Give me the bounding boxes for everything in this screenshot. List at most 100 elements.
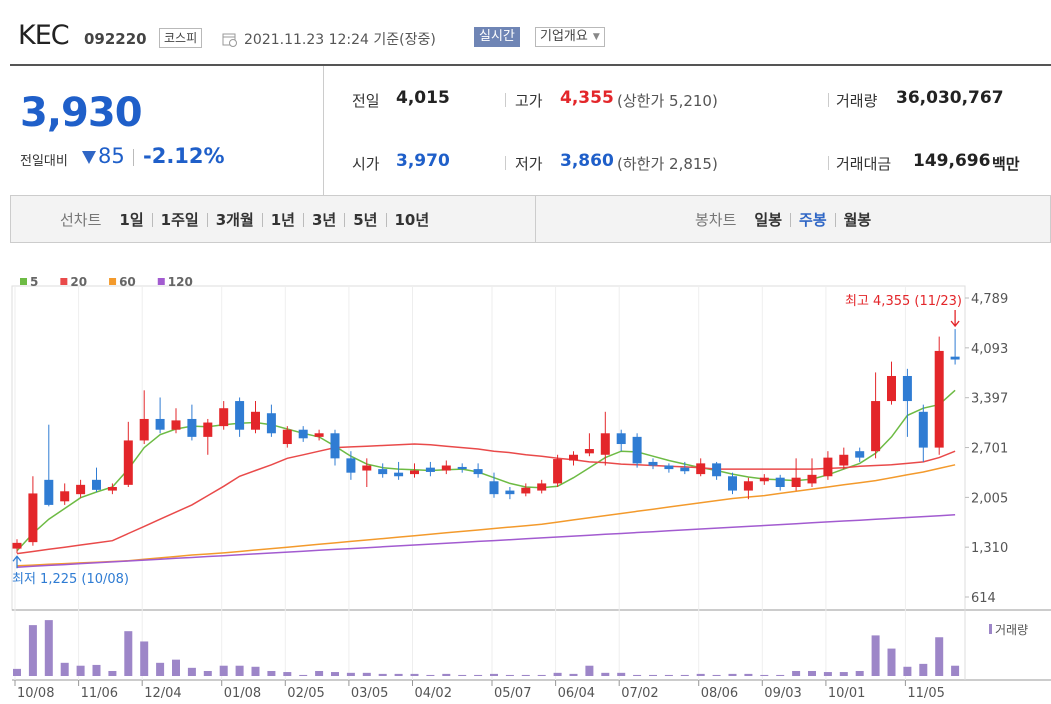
current-price: 3,930: [20, 90, 143, 136]
low-annotation: 최저 1,225 (10/08): [12, 572, 129, 587]
candle-body: [298, 429, 308, 439]
candle-body: [330, 433, 340, 459]
volume-bar: [744, 673, 753, 676]
volume-bar: [299, 674, 308, 676]
tab-separator: [151, 212, 153, 227]
x-tick-label: 06/04: [558, 686, 595, 701]
low-arrow: [12, 555, 22, 569]
volume-bar: [649, 674, 657, 676]
y-tick-label: 4,789: [971, 292, 1008, 307]
quote-label: 고가: [515, 92, 543, 110]
volume-bar: [394, 673, 403, 676]
realtime-button[interactable]: 실시간: [474, 27, 520, 47]
market-badge: 코스피: [159, 28, 203, 48]
quote-value: 4,355: [560, 88, 614, 108]
period-tab[interactable]: 월봉: [843, 211, 872, 229]
candle-body: [441, 465, 451, 471]
tab-separator: [261, 212, 263, 227]
quote-label: 저가: [515, 155, 543, 173]
candle-body: [155, 418, 165, 430]
volume-bar: [251, 666, 260, 676]
candle-body: [123, 440, 133, 485]
legend-label: 5: [30, 275, 38, 289]
candle-body: [107, 486, 117, 491]
candle-body: [712, 463, 722, 477]
period-tab[interactable]: 1년: [270, 211, 295, 229]
company-info-text: 기업개요: [540, 29, 588, 44]
x-tick-label: 03/05: [351, 686, 388, 701]
volume-bar: [458, 674, 467, 676]
volume-bar: [140, 641, 149, 676]
period-tab[interactable]: 3개월: [215, 211, 254, 229]
period-tab[interactable]: 1일: [119, 211, 144, 229]
tab-separator: [385, 212, 387, 227]
moving-average-line: [16, 389, 956, 552]
legend-label: 120: [168, 275, 193, 289]
tab-separator: [790, 212, 792, 227]
volume-bar: [871, 635, 880, 676]
volume-bar: [92, 664, 101, 676]
volume-bar: [808, 670, 816, 676]
candle-body: [902, 375, 912, 402]
candle-body: [346, 458, 356, 473]
candle-body: [807, 474, 817, 484]
candle-body: [60, 491, 70, 502]
candle-body: [473, 469, 483, 475]
candle-body: [139, 418, 149, 441]
stock-code: 092220: [84, 30, 147, 48]
period-tab[interactable]: 3년: [312, 211, 337, 229]
candle-body: [600, 433, 610, 455]
down-triangle: [82, 151, 96, 164]
candle-body: [871, 401, 881, 452]
candle-body: [489, 481, 499, 495]
period-tab[interactable]: 일봉: [754, 211, 783, 229]
volume-bar: [664, 674, 673, 676]
period-tab[interactable]: 5년: [353, 211, 378, 229]
moving-average-line: [16, 464, 956, 567]
candle-body: [425, 467, 435, 472]
x-tick-label: 11/05: [907, 686, 944, 701]
tab-bar: [10, 195, 1051, 243]
candle-body: [235, 401, 245, 430]
volume-bar: [680, 674, 689, 676]
volume-bar: [712, 674, 721, 676]
line-tabs: 선차트 1일 1주일 3개월 1년 3년 5년 10년: [60, 209, 429, 230]
candle-body: [282, 429, 292, 445]
period-tab[interactable]: 주봉: [799, 211, 827, 229]
legend-label: 20: [70, 275, 87, 289]
y-tick-label: 614: [971, 591, 996, 606]
candle-body: [314, 433, 324, 437]
moving-average-line: [16, 514, 956, 568]
quote-value: 36,030,767: [896, 88, 1004, 108]
volume-bar: [219, 665, 228, 676]
volume-bar: [919, 663, 928, 676]
volume-bar: [474, 674, 483, 676]
candle-body: [394, 472, 404, 477]
period-tab[interactable]: 1주일: [160, 211, 199, 229]
candle-body: [632, 436, 642, 464]
quote-note: (하한가 2,815): [617, 155, 718, 173]
volume-bar: [378, 673, 387, 676]
volume-bar: [362, 672, 371, 676]
company-info-button[interactable]: 기업개요 ▼: [535, 27, 605, 47]
volume-bar: [13, 668, 21, 676]
candle-body: [775, 477, 785, 487]
candle-body: [410, 470, 419, 475]
calendar-icon: [222, 33, 237, 47]
x-tick-label: 01/08: [224, 686, 261, 701]
quote-value: 3,860: [560, 151, 614, 171]
candle-body: [728, 476, 737, 491]
y-tick-label: 3,397: [971, 392, 1008, 407]
volume-bar: [887, 648, 896, 676]
x-tick-label: 10/08: [17, 686, 54, 701]
volume-bar: [172, 659, 180, 676]
legend-swatch: [157, 278, 165, 285]
candle-body: [648, 461, 658, 466]
x-tick-label: 10/01: [828, 686, 865, 701]
candle-body: [839, 454, 849, 466]
y-tick-label: 1,310: [971, 541, 1008, 556]
candle-body: [378, 469, 388, 475]
candle-body: [918, 411, 928, 448]
period-tab[interactable]: 10년: [394, 211, 430, 229]
volume-bar: [935, 637, 944, 676]
